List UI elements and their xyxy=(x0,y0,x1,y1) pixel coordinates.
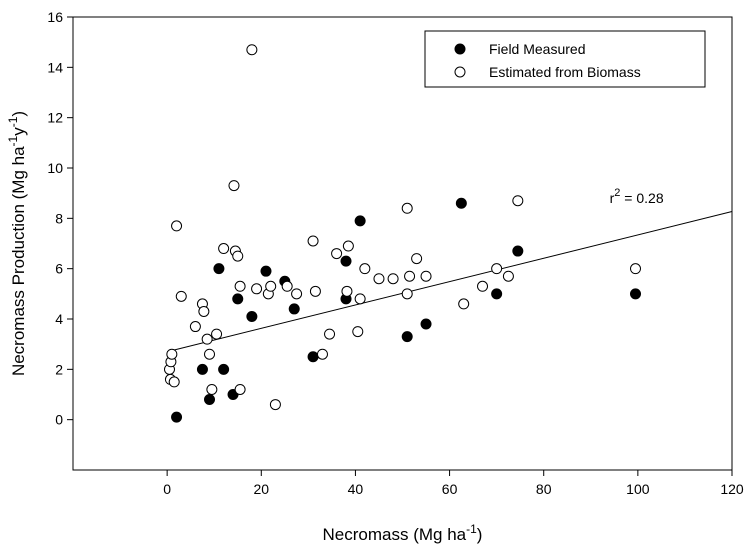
estimated-from-biomass-point xyxy=(206,383,218,395)
estimated-from-biomass-point xyxy=(307,235,319,247)
estimated-from-biomass-point xyxy=(352,326,364,338)
y-tick-label: 16 xyxy=(47,9,63,25)
data-points xyxy=(163,44,642,423)
estimated-from-biomass-point xyxy=(401,202,413,214)
estimated-from-biomass-point xyxy=(420,270,432,282)
estimated-from-biomass-point xyxy=(630,263,642,275)
field-measured-point xyxy=(260,265,272,277)
field-measured-point xyxy=(213,263,225,275)
estimated-from-biomass-point xyxy=(166,348,178,360)
estimated-from-biomass-point xyxy=(246,44,258,56)
field-measured-point xyxy=(401,331,413,343)
y-tick-label: 4 xyxy=(55,311,63,327)
estimated-from-biomass-point xyxy=(342,240,354,252)
regression-line xyxy=(167,211,733,353)
field-measured-point xyxy=(340,255,352,267)
legend-marker-estimated-from-biomass xyxy=(454,66,466,78)
estimated-from-biomass-point xyxy=(316,348,328,360)
x-axis-title: Necromass (Mg ha-1) xyxy=(323,522,483,544)
x-tick-label: 100 xyxy=(626,481,650,497)
x-tick-label: 40 xyxy=(348,481,364,497)
y-axis-title: Necromass Production (Mg ha-1y-1) xyxy=(6,111,28,376)
field-measured-point xyxy=(232,293,244,305)
estimated-from-biomass-point xyxy=(234,383,246,395)
estimated-from-biomass-point xyxy=(168,376,180,388)
estimated-from-biomass-point xyxy=(491,263,503,275)
field-measured-point xyxy=(246,310,258,322)
estimated-from-biomass-point xyxy=(387,273,399,285)
estimated-from-biomass-point xyxy=(265,280,277,292)
legend-label-field-measured: Field Measured xyxy=(489,41,586,57)
field-measured-point xyxy=(171,411,183,423)
estimated-from-biomass-point xyxy=(359,263,371,275)
legend-box xyxy=(424,30,706,88)
estimated-from-biomass-point xyxy=(331,248,343,260)
estimated-from-biomass-point xyxy=(309,285,321,297)
field-measured-point xyxy=(196,363,208,375)
y-tick-label: 12 xyxy=(47,110,63,126)
estimated-from-biomass-point xyxy=(204,348,216,360)
field-measured-point xyxy=(204,394,216,406)
estimated-from-biomass-point xyxy=(189,321,201,333)
estimated-from-biomass-point xyxy=(218,243,230,255)
y-tick-label: 8 xyxy=(55,210,63,226)
y-axis-ticks: 0 2 4 6 8 10 12 14 16 xyxy=(47,9,73,428)
estimated-from-biomass-point xyxy=(502,270,514,282)
estimated-from-biomass-point xyxy=(269,399,281,411)
estimated-from-biomass-point xyxy=(324,328,336,340)
x-tick-label: 80 xyxy=(536,481,552,497)
estimated-from-biomass-point xyxy=(281,280,293,292)
y-tick-label: 14 xyxy=(47,59,63,75)
y-tick-label: 6 xyxy=(55,261,63,277)
field-measured-point xyxy=(288,303,300,315)
x-tick-label: 60 xyxy=(442,481,458,497)
field-measured-point xyxy=(420,318,432,330)
field-measured-point xyxy=(455,197,467,209)
estimated-from-biomass-point xyxy=(291,288,303,300)
legend-marker-field-measured xyxy=(454,43,466,55)
field-measured-point xyxy=(354,215,366,227)
estimated-from-biomass-point xyxy=(211,328,223,340)
x-axis-ticks: 0 20 40 60 80 100 120 xyxy=(163,470,744,497)
y-tick-label: 2 xyxy=(55,361,63,377)
legend: Field Measured Estimated from Biomass xyxy=(424,30,706,88)
x-tick-label: 0 xyxy=(163,481,171,497)
field-measured-point xyxy=(630,288,642,300)
estimated-from-biomass-point xyxy=(477,280,489,292)
estimated-from-biomass-point xyxy=(234,280,246,292)
estimated-from-biomass-point xyxy=(354,293,366,305)
estimated-from-biomass-point xyxy=(411,253,423,265)
estimated-from-biomass-point xyxy=(401,288,413,300)
estimated-from-biomass-point xyxy=(341,285,353,297)
estimated-from-biomass-point xyxy=(251,283,263,295)
r-squared-annotation: r2 = 0.28 xyxy=(610,187,664,206)
estimated-from-biomass-point xyxy=(512,195,524,207)
field-measured-point xyxy=(218,363,230,375)
estimated-from-biomass-point xyxy=(201,333,213,345)
y-tick-label: 10 xyxy=(47,160,63,176)
x-tick-label: 20 xyxy=(253,481,269,497)
estimated-from-biomass-point xyxy=(198,305,210,317)
estimated-from-biomass-point xyxy=(373,273,385,285)
field-measured-point xyxy=(307,351,319,363)
estimated-from-biomass-point xyxy=(171,220,183,232)
estimated-from-biomass-point xyxy=(175,290,187,302)
field-measured-point xyxy=(512,245,524,257)
plot-frame xyxy=(72,16,733,471)
estimated-from-biomass-point xyxy=(232,250,244,262)
x-tick-label: 120 xyxy=(720,481,744,497)
legend-label-estimated-from-biomass: Estimated from Biomass xyxy=(489,64,641,80)
estimated-from-biomass-point xyxy=(404,270,416,282)
estimated-from-biomass-point xyxy=(228,180,240,192)
field-measured-point xyxy=(491,288,503,300)
estimated-from-biomass-point xyxy=(458,298,470,310)
y-tick-label: 0 xyxy=(55,412,63,428)
